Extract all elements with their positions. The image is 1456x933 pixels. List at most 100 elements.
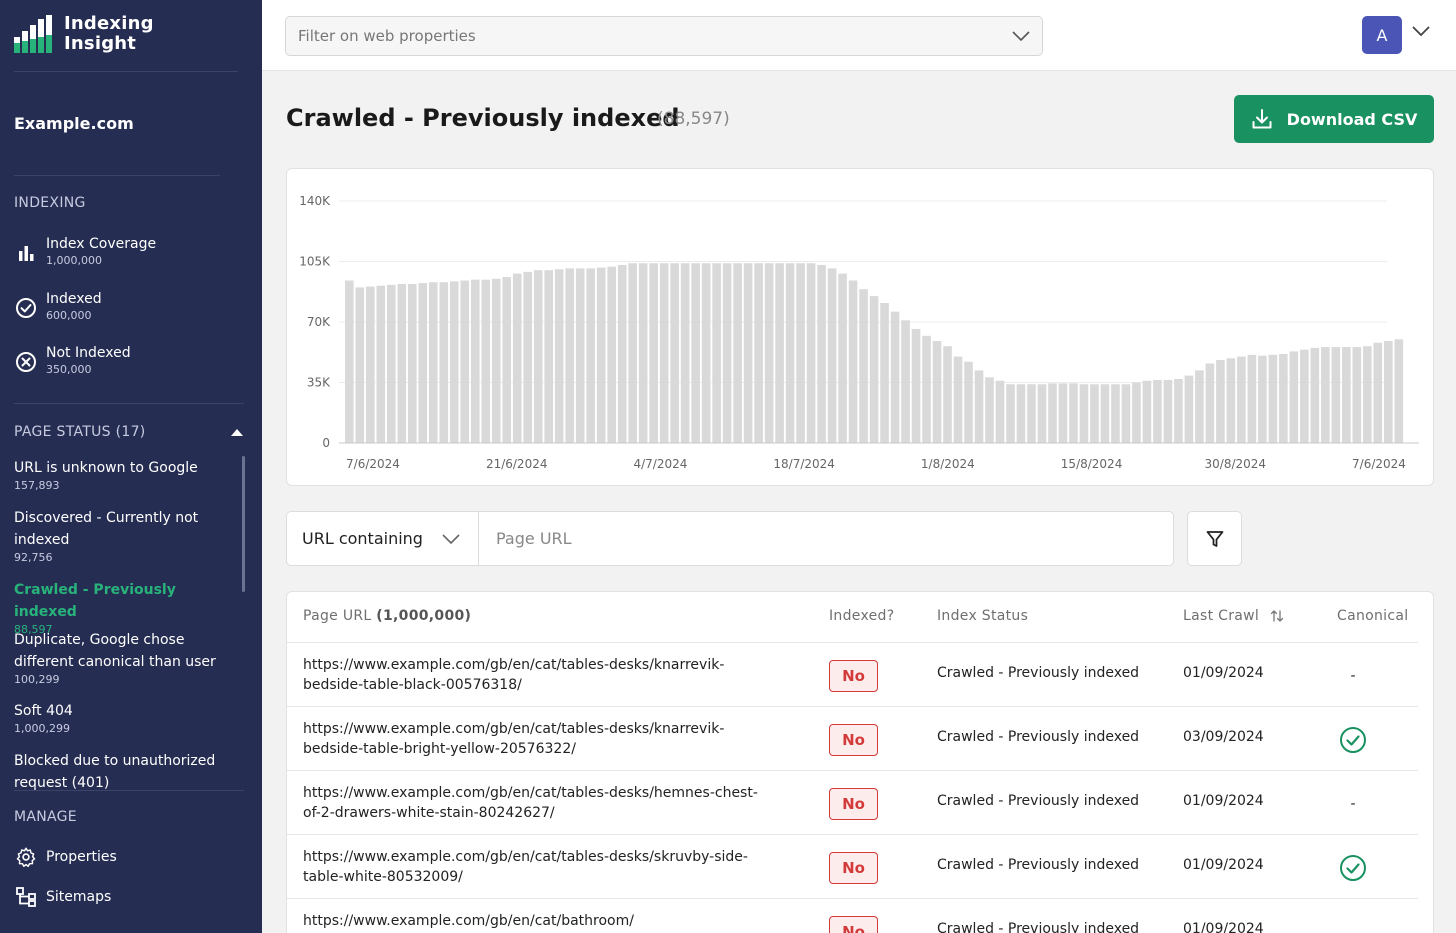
chart-bar	[628, 263, 637, 443]
chart-bar	[649, 263, 658, 443]
chart-bar	[397, 283, 407, 443]
chart-bar	[1048, 383, 1057, 443]
bar-chart-icon	[14, 241, 38, 265]
chart-bar	[901, 320, 910, 443]
chart-bar	[1384, 341, 1393, 443]
chart-bar	[1163, 379, 1173, 443]
sidebar-divider	[14, 175, 220, 176]
app-title-line1: Indexing	[64, 13, 154, 34]
page-status-scrollbar[interactable]	[242, 456, 245, 592]
web-property-filter[interactable]: Filter on web properties	[285, 16, 1043, 56]
chart-bar	[722, 263, 732, 443]
url-filter-mode-select[interactable]: URL containing	[287, 512, 479, 565]
sidebar-divider	[14, 403, 244, 404]
sort-icon[interactable]	[1270, 609, 1284, 623]
page-count: (88,597)	[657, 109, 730, 129]
chart-bar	[386, 284, 396, 443]
page-status-toggle[interactable]: PAGE STATUS (17)	[14, 424, 244, 440]
status-item-duplicate-canonical[interactable]: Duplicate, Google chose different canoni…	[14, 629, 239, 687]
user-avatar[interactable]: A	[1362, 16, 1402, 54]
filter-icon	[1206, 530, 1223, 547]
chart-bar	[544, 270, 554, 443]
row-url-link[interactable]: https://www.example.com/gb/en/cat/tables…	[303, 721, 725, 757]
row-last-crawl: 01/09/2024	[1183, 793, 1264, 809]
row-url-link[interactable]: https://www.example.com/gb/en/cat/tables…	[303, 785, 758, 821]
table-row[interactable]: https://www.example.com/gb/en/cat/tables…	[287, 770, 1418, 834]
filter-button[interactable]	[1187, 511, 1242, 566]
page-status-label: PAGE STATUS (17)	[14, 424, 146, 440]
chart-bar	[785, 263, 795, 443]
sidebar-item-properties[interactable]: Properties	[14, 845, 117, 869]
row-url-link[interactable]: https://www.example.com/gb/en/cat/tables…	[303, 657, 725, 693]
column-header-last-crawl[interactable]: Last Crawl	[1183, 608, 1284, 624]
status-item-blocked-401[interactable]: Blocked due to unauthorized request (401…	[14, 750, 239, 794]
url-filter-mode-label: URL containing	[302, 529, 423, 548]
y-tick-label: 140K	[299, 194, 331, 208]
row-canonical	[1337, 917, 1369, 933]
chart-bar	[1373, 342, 1383, 443]
sidebar-item-count: 600,000	[46, 309, 92, 322]
chart-bar	[974, 370, 984, 443]
app-logo[interactable]: Indexing Insight	[14, 14, 154, 54]
chart-bar	[596, 267, 606, 443]
status-item-discovered[interactable]: Discovered - Currently not indexed 92,75…	[14, 507, 239, 565]
status-item-count: 157,893	[14, 479, 60, 492]
chart-bar	[1258, 355, 1267, 443]
chart-bar	[985, 377, 994, 443]
table-row[interactable]: https://www.example.com/gb/en/cat/tables…	[287, 642, 1418, 706]
chart-bar	[512, 273, 522, 443]
chart-bar	[712, 263, 721, 443]
chart-bar	[859, 289, 868, 443]
chart-bar	[1195, 370, 1204, 443]
status-item-crawled-previously-indexed[interactable]: Crawled - Previously indexed 88,597	[14, 579, 239, 637]
chart-bar	[439, 282, 449, 443]
chart-bar	[911, 328, 921, 443]
chart-bar	[407, 283, 417, 443]
table-row[interactable]: https://www.example.com/gb/en/cat/bathro…	[287, 898, 1418, 933]
row-last-crawl: 01/09/2024	[1183, 857, 1264, 873]
chart-bar	[1142, 380, 1152, 443]
chevron-down-icon[interactable]	[1412, 26, 1430, 36]
web-property-filter-placeholder: Filter on web properties	[298, 27, 476, 45]
chart-bar	[1058, 383, 1068, 443]
status-item-url-unknown[interactable]: URL is unknown to Google 157,893	[14, 457, 239, 493]
y-tick-label: 35K	[307, 376, 331, 390]
sidebar-item-index-coverage[interactable]: Index Coverage 1,000,000	[14, 236, 156, 269]
chart-bar	[1069, 383, 1078, 443]
chart-bar	[470, 279, 480, 443]
chart-bar	[1331, 347, 1341, 443]
chart-bar	[617, 264, 627, 443]
chart-bar	[554, 269, 564, 443]
chart-bar	[1111, 384, 1120, 443]
status-item-soft-404[interactable]: Soft 404 1,000,299	[14, 700, 239, 736]
chart-bar	[1300, 349, 1309, 443]
chart-bar	[345, 280, 354, 443]
sidebar-item-count: 1,000,000	[46, 254, 102, 267]
canonical-check-icon	[1337, 725, 1369, 755]
sidebar-item-sitemaps[interactable]: Sitemaps	[14, 885, 111, 909]
url-filter-bar: URL containing	[286, 511, 1174, 566]
sidebar-item-not-indexed[interactable]: Not Indexed 350,000	[14, 345, 131, 378]
row-index-status: Crawled - Previously indexed	[937, 857, 1140, 873]
row-url-link[interactable]: https://www.example.com/gb/en/cat/tables…	[303, 849, 748, 885]
row-url-link[interactable]: https://www.example.com/gb/en/cat/bathro…	[303, 913, 634, 929]
chart-bar	[1279, 353, 1288, 443]
sidebar: Indexing Insight Example.com INDEXING In…	[0, 0, 262, 933]
app-title: Indexing Insight	[64, 14, 154, 54]
sidebar-item-indexed[interactable]: Indexed 600,000	[14, 291, 102, 324]
chart-bar	[1027, 384, 1036, 443]
table-row[interactable]: https://www.example.com/gb/en/cat/tables…	[287, 706, 1418, 770]
row-last-crawl: 03/09/2024	[1183, 729, 1264, 745]
chart-bar	[1289, 351, 1299, 443]
chart-bar	[586, 268, 595, 443]
download-csv-button[interactable]: Download CSV	[1234, 95, 1434, 143]
table-row[interactable]: https://www.example.com/gb/en/cat/tables…	[287, 834, 1418, 898]
manage-section-label: MANAGE	[14, 809, 77, 825]
y-tick-label: 70K	[307, 315, 331, 329]
page-url-input[interactable]	[480, 512, 1172, 565]
status-item-count: 100,299	[14, 673, 60, 686]
current-site[interactable]: Example.com	[14, 114, 134, 133]
canonical-check-icon	[1337, 853, 1369, 883]
chart-bar	[838, 273, 847, 443]
chart-bar	[1100, 384, 1110, 443]
